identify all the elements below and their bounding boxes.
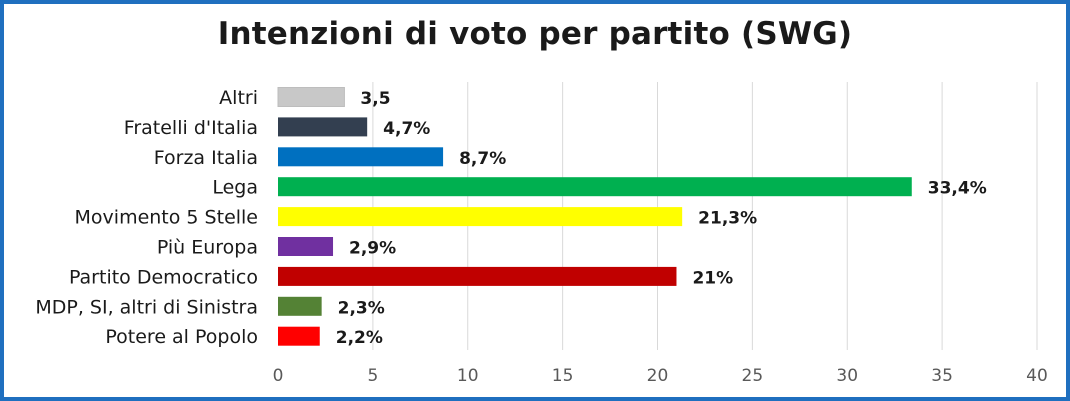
bar: [278, 177, 912, 197]
data-label: 3,5: [360, 89, 390, 109]
bar: [278, 207, 683, 227]
x-tick-label: 30: [836, 366, 858, 386]
data-label: 2,2%: [336, 328, 383, 348]
x-tick-label: 35: [931, 366, 953, 386]
bar: [278, 296, 322, 316]
category-label: Altri: [219, 87, 258, 109]
data-label: 21,3%: [698, 209, 757, 229]
bar: [278, 266, 677, 286]
x-tick-label: 40: [1026, 366, 1048, 386]
category-label: Movimento 5 Stelle: [75, 207, 258, 229]
x-tick-label: 25: [742, 366, 764, 386]
x-tick-label: 10: [457, 366, 479, 386]
category-label: Lega: [212, 177, 258, 199]
bar: [277, 87, 345, 107]
data-label: 4,7%: [383, 119, 430, 139]
x-tick-label: 20: [647, 366, 669, 386]
x-tick-label: 0: [273, 366, 284, 386]
data-label: 21%: [692, 268, 733, 288]
bar: [278, 326, 320, 346]
category-label: Partito Democratico: [69, 266, 258, 288]
bar: [278, 117, 368, 137]
data-label: 33,4%: [928, 179, 987, 199]
data-label: 2,3%: [338, 298, 385, 318]
chart-title: Intenzioni di voto per partito (SWG): [217, 16, 853, 52]
data-label: 2,9%: [349, 239, 396, 259]
bar: [278, 237, 334, 256]
x-tick-label: 15: [552, 366, 574, 386]
category-label: Potere al Popolo: [105, 326, 258, 348]
category-label: Forza Italia: [154, 147, 258, 169]
category-label: MDP, SI, altri di Sinistra: [35, 296, 258, 318]
x-tick-label: 5: [367, 366, 378, 386]
bar: [278, 147, 444, 167]
category-label: Fratelli d'Italia: [124, 117, 258, 139]
data-label: 8,7%: [459, 149, 506, 169]
category-label: Più Europa: [157, 237, 258, 259]
